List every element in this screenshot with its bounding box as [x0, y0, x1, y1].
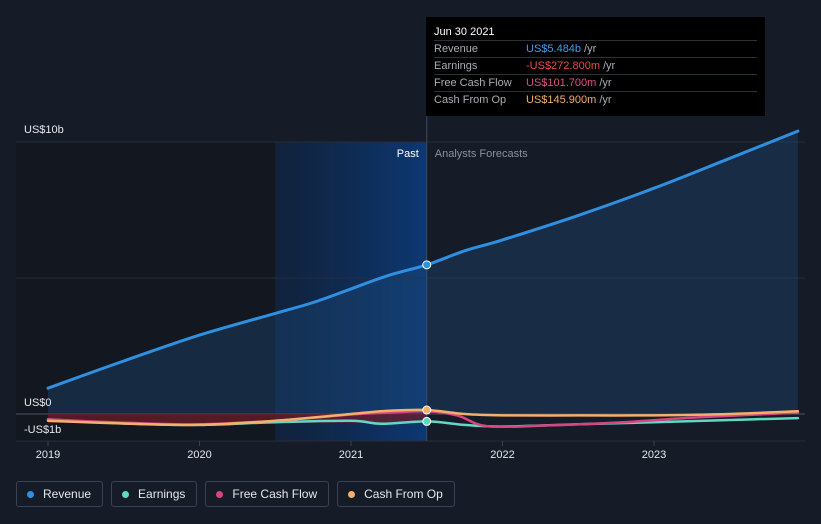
tooltip-row-suffix: /yr: [599, 77, 612, 89]
tooltip: Jun 30 2021 Revenue US$5.484b /yr Earnin…: [426, 17, 765, 116]
legend-label: Revenue: [43, 487, 92, 501]
tooltip-row-name: Cash From Op: [434, 94, 507, 106]
tooltip-row-free-cash-flow: Free Cash Flow US$101.700m /yr: [434, 75, 757, 92]
legend-item-cash-from-op[interactable]: Cash From Op: [337, 481, 455, 507]
tooltip-row-suffix: /yr: [599, 94, 612, 106]
legend-item-revenue[interactable]: Revenue: [16, 481, 104, 507]
y-axis-zero-label: US$0: [24, 397, 52, 409]
tooltip-row-name: Earnings: [434, 60, 478, 72]
y-axis-top-label: US$10b: [24, 124, 64, 136]
tooltip-date: Jun 30 2021: [434, 24, 757, 41]
legend-label: Free Cash Flow: [232, 487, 318, 501]
x-tick-label: 2020: [187, 449, 211, 461]
past-label: Past: [397, 148, 419, 160]
tooltip-row-suffix: /yr: [603, 60, 616, 72]
past-highlight-band: [275, 142, 427, 441]
legend-dot-icon: [122, 490, 130, 498]
x-tick-label: 2023: [642, 449, 666, 461]
legend-item-earnings[interactable]: Earnings: [111, 481, 198, 507]
legend-dot-icon: [348, 490, 356, 498]
legend-item-free-cash-flow[interactable]: Free Cash Flow: [205, 481, 330, 507]
revenue-line: [46, 129, 800, 390]
tooltip-row-name: Revenue: [434, 43, 479, 55]
tooltip-row-suffix: /yr: [584, 43, 597, 55]
x-tick-label: 2021: [339, 449, 363, 461]
legend-label: Earnings: [138, 487, 186, 501]
negative-earnings-band: [48, 414, 427, 423]
revenue-area: [48, 131, 798, 414]
tooltip-row-revenue: Revenue US$5.484b /yr: [434, 41, 757, 58]
legend-label: Cash From Op: [364, 487, 443, 501]
x-tick-label: 2019: [36, 449, 60, 461]
legend-dot-icon: [27, 490, 34, 498]
tooltip-row-value: -US$272.800m: [526, 60, 600, 72]
legend: Revenue Earnings Free Cash Flow Cash Fro…: [16, 481, 455, 507]
earnings-point: [422, 416, 432, 426]
tooltip-row-value: US$5.484b: [526, 43, 582, 55]
tooltip-row-value: US$101.700m: [526, 77, 597, 89]
x-tick-label: 2022: [490, 449, 514, 461]
legend-dot-icon: [216, 490, 224, 498]
highlight-markers: [422, 260, 432, 426]
forecast-label: Analysts Forecasts: [435, 148, 528, 160]
tooltip-row-earnings: Earnings -US$272.800m /yr: [434, 58, 757, 75]
tooltip-row-cash-from-op: Cash From Op US$145.900m /yr: [434, 92, 757, 108]
series-areas: [48, 131, 798, 414]
cash-from-op-point: [422, 405, 432, 415]
tooltip-row-value: US$145.900m: [526, 94, 597, 106]
revenue-point: [422, 260, 432, 270]
x-axis-ticks: 2019 2020 2021 2022 2023: [36, 441, 666, 461]
tooltip-row-name: Free Cash Flow: [434, 77, 512, 89]
y-axis-bottom-label: -US$1b: [24, 424, 61, 436]
